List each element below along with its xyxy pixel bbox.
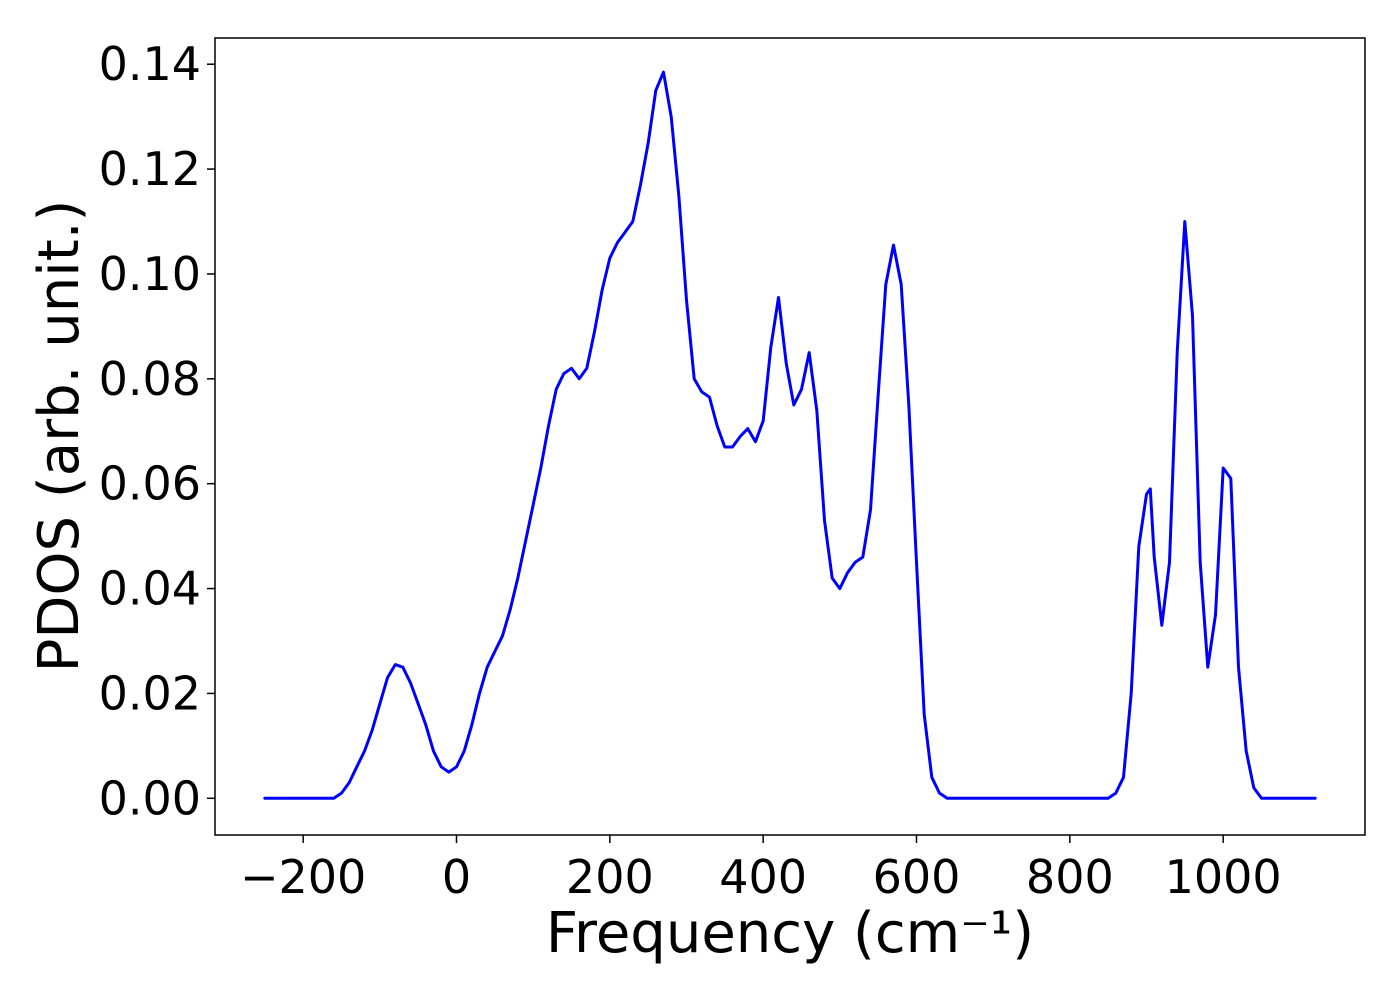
y-tick-label: 0.08 xyxy=(99,352,201,406)
y-axis: 0.00 0.02 0.04 0.06 0.08 0.10 0.12 0.14 xyxy=(99,37,215,825)
y-tick-label: 0.00 xyxy=(99,771,201,825)
x-axis-label: Frequency (cm⁻¹) xyxy=(546,901,1034,966)
y-tick-label: 0.12 xyxy=(99,142,201,196)
plot-frame xyxy=(214,37,1366,836)
x-tick-label: 200 xyxy=(566,850,654,904)
x-tick-label: 0 xyxy=(442,850,471,904)
y-tick-label: 0.02 xyxy=(99,666,201,720)
x-axis: −200 0 200 400 600 800 1000 xyxy=(240,835,1282,904)
x-tick-label: 600 xyxy=(873,850,961,904)
x-tick-label: 1000 xyxy=(1165,850,1282,904)
series-layer xyxy=(263,70,1317,800)
y-tick-label: 0.14 xyxy=(99,37,201,91)
x-tick-label: 400 xyxy=(719,850,807,904)
y-tick-label: 0.04 xyxy=(99,562,201,616)
pdos-series-line xyxy=(263,70,1317,800)
y-tick-label: 0.06 xyxy=(99,457,201,511)
y-tick-label: 0.10 xyxy=(99,247,201,301)
x-tick-label: −200 xyxy=(240,850,366,904)
y-axis-label: PDOS (arb. unit.) xyxy=(27,200,92,673)
x-tick-label: 800 xyxy=(1026,850,1114,904)
